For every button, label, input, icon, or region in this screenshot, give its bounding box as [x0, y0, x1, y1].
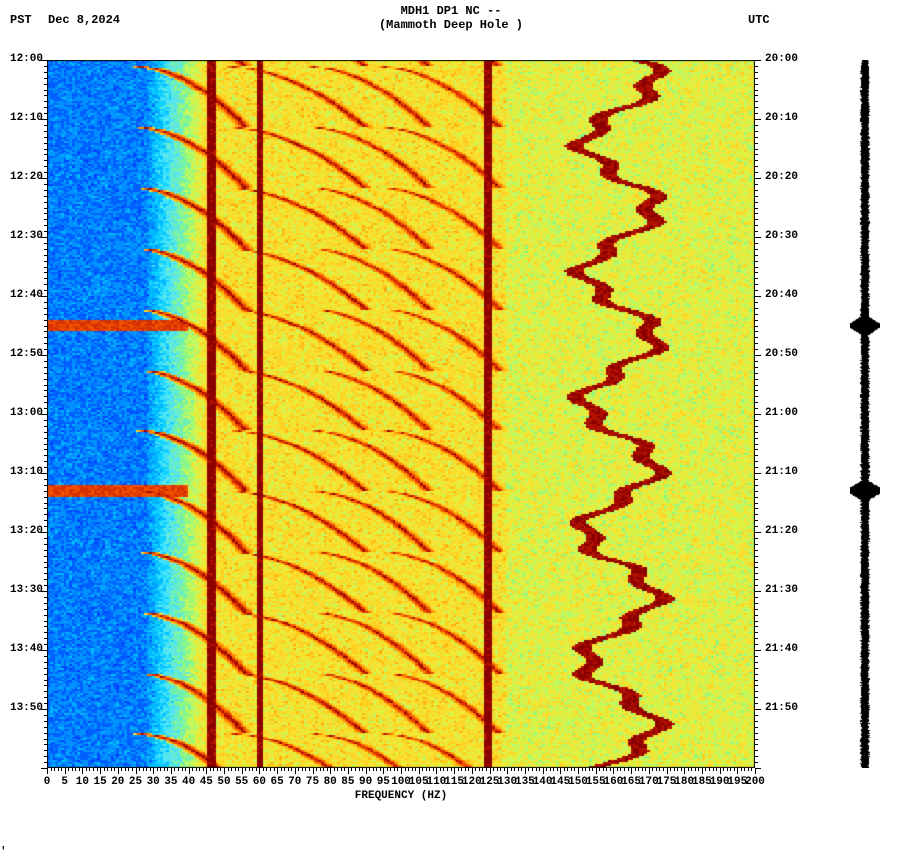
y-right-tick-label: 20:50 [765, 348, 809, 360]
spectrogram-plot [47, 60, 755, 768]
y-right-tick-label: 20:10 [765, 112, 809, 124]
y-right-tick-label: 21:50 [765, 702, 809, 714]
y-right-tick-label: 20:00 [765, 53, 809, 65]
y-right-tick-label: 20:30 [765, 230, 809, 242]
y-right-tick-label: 21:20 [765, 525, 809, 537]
amplitude-trace [850, 60, 880, 768]
x-axis-title: FREQUENCY (HZ) [47, 790, 755, 802]
y-left-tick-label: 12:00 [3, 53, 43, 65]
y-right-tick-label: 21:40 [765, 643, 809, 655]
y-right-tick-label: 21:10 [765, 466, 809, 478]
y-left-tick-label: 12:10 [3, 112, 43, 124]
y-left-tick-label: 12:20 [3, 171, 43, 183]
y-left-tick-label: 13:20 [3, 525, 43, 537]
y-right-tick-label: 20:40 [765, 289, 809, 301]
y-left-tick-label: 12:40 [3, 289, 43, 301]
y-left-tick-label: 13:30 [3, 584, 43, 596]
y-right-tick-label: 21:00 [765, 407, 809, 419]
y-left-tick-label: 13:50 [3, 702, 43, 714]
y-left-tick-label: 12:30 [3, 230, 43, 242]
x-tick-label: 200 [744, 776, 766, 788]
y-left-tick-label: 13:10 [3, 466, 43, 478]
y-left-tick-label: 13:40 [3, 643, 43, 655]
y-right-tick-label: 20:20 [765, 171, 809, 183]
y-right-tick-label: 21:30 [765, 584, 809, 596]
footnote: ' [0, 846, 7, 858]
y-left-tick-label: 12:50 [3, 348, 43, 360]
tz-right-label: UTC [748, 13, 770, 27]
y-left-tick-label: 13:00 [3, 407, 43, 419]
